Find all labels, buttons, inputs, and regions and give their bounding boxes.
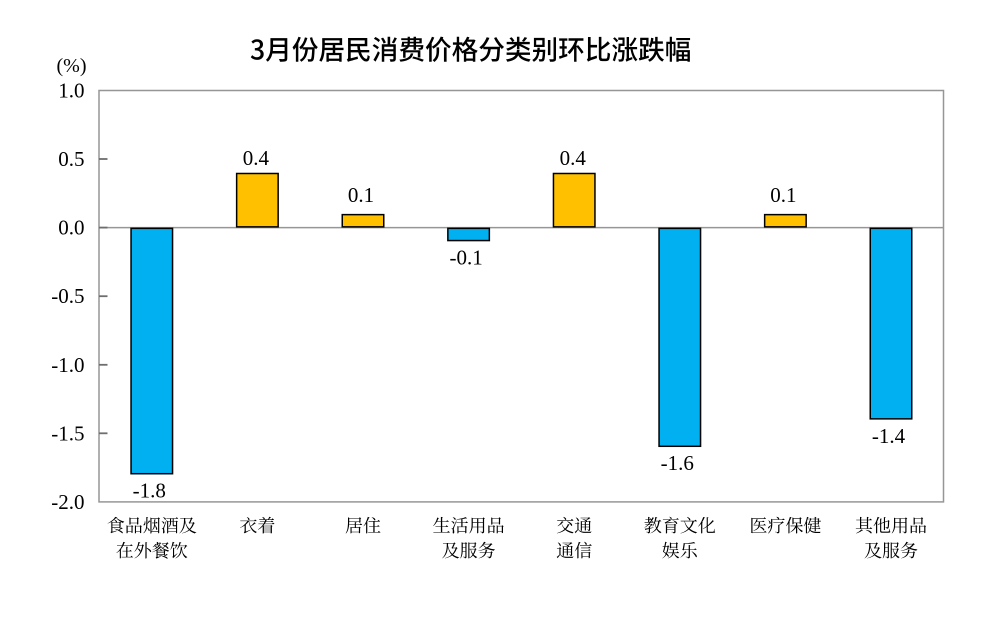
- svg-text:-1.8: -1.8: [133, 479, 166, 503]
- svg-text:-2.0: -2.0: [51, 490, 84, 514]
- svg-text:(%): (%): [57, 55, 87, 77]
- svg-text:0.1: 0.1: [348, 183, 374, 207]
- svg-text:-1.5: -1.5: [51, 421, 84, 445]
- svg-text:-1.0: -1.0: [51, 353, 84, 377]
- svg-text:0.1: 0.1: [770, 183, 796, 207]
- svg-text:0.5: 0.5: [58, 147, 84, 171]
- svg-text:0.4: 0.4: [560, 146, 587, 170]
- svg-text:1.0: 1.0: [58, 78, 84, 102]
- svg-text:-0.5: -0.5: [51, 284, 84, 308]
- svg-text:0.4: 0.4: [243, 146, 270, 170]
- svg-text:-0.1: -0.1: [449, 246, 482, 270]
- svg-text:0.0: 0.0: [58, 216, 84, 240]
- svg-text:-1.4: -1.4: [872, 424, 906, 448]
- svg-text:-1.6: -1.6: [661, 451, 694, 475]
